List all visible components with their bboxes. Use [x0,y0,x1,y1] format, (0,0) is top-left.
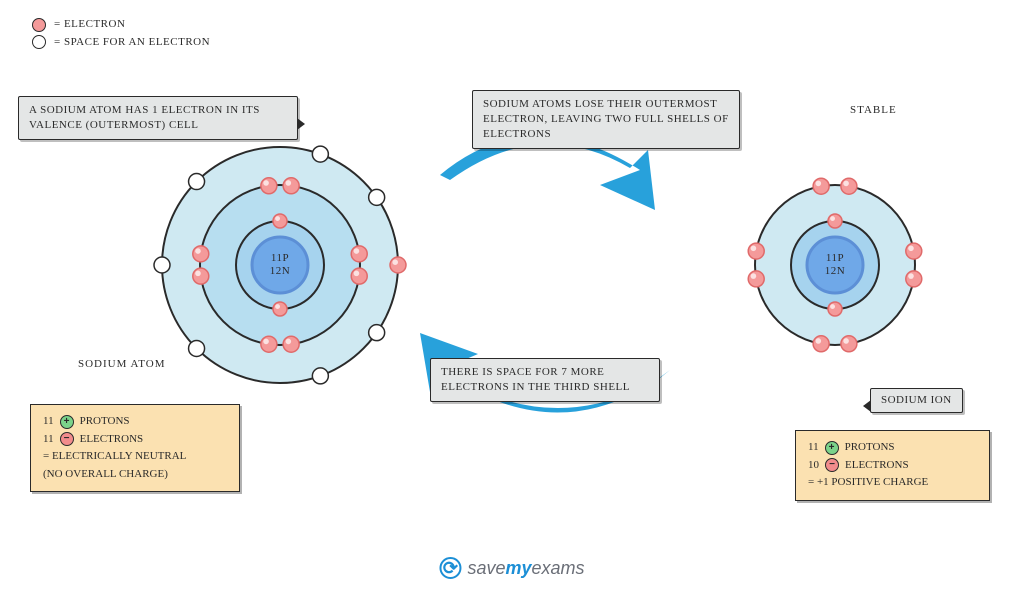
plus-icon: + [60,415,74,429]
note-space7: THERE IS SPACE FOR 7 MORE ELECTRONS IN T… [430,358,660,402]
label-sodium-ion: SODIUM ION [870,388,963,413]
note-lose: SODIUM ATOMS LOSE THEIR OUTERMOST ELECTR… [472,90,740,149]
watermark: ⟳ savemyexams [439,557,584,579]
note-valence: A SODIUM ATOM HAS 1 ELECTRON IN ITS VALE… [18,96,298,140]
label-stable: STABLE [850,104,897,116]
atom-nucleus-text: 11P12N [270,252,290,278]
plus-icon: + [825,441,839,455]
minus-icon: − [60,432,74,446]
ion-nucleus-text: 11P12N [825,252,845,278]
label-sodium-atom: SODIUM ATOM [78,358,166,370]
minus-icon: − [825,458,839,472]
diagram-stage: = ELECTRON = SPACE FOR AN ELECTRON 11P12… [0,0,1024,595]
ion-charge-badge: 11+PROTONS 10−ELECTRONS = +1 POSITIVE CH… [795,430,990,501]
brand-icon: ⟳ [439,557,461,579]
atom-charge-badge: 11+PROTONS 11−ELECTRONS = ELECTRICALLY N… [30,404,240,492]
